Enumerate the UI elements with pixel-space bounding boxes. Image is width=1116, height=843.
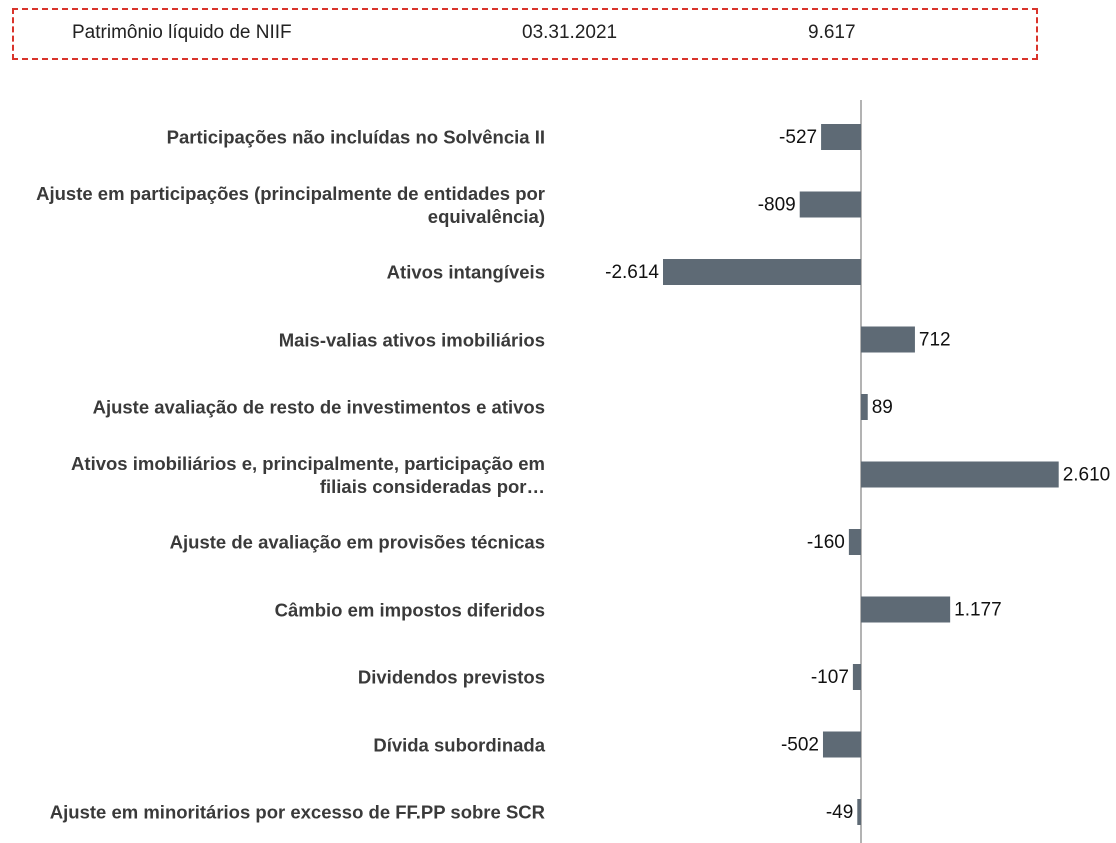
category-label: Participações não incluídas no Solvência… [166, 126, 545, 148]
bar [848, 529, 861, 555]
category-label: Câmbio em impostos diferidos [274, 599, 545, 620]
bar [861, 326, 915, 353]
data-label: 712 [919, 330, 951, 351]
bar [852, 664, 861, 690]
header-box: Patrimônio líquido de NIIF 03.31.2021 9.… [12, 8, 1038, 60]
data-label: -527 [779, 127, 817, 148]
data-label: 89 [872, 397, 893, 418]
bar [857, 799, 861, 825]
data-label: -49 [826, 802, 853, 823]
category-label: Ativos imobiliários e, principalmente, p… [71, 452, 545, 497]
category-label: Mais-valias ativos imobiliários [278, 329, 545, 350]
bar [861, 394, 868, 420]
category-label: Ativos intangíveis [386, 261, 545, 283]
data-label: -809 [758, 195, 796, 216]
bar [821, 124, 861, 150]
data-label: -160 [807, 532, 845, 553]
category-label: Ajuste em participações (principalmente … [36, 182, 545, 227]
category-label: Dívida subordinada [373, 734, 545, 755]
data-label: -107 [811, 667, 849, 688]
bar [663, 259, 861, 285]
data-label: 2.610 [1063, 465, 1111, 486]
category-label: Dividendos previstos [357, 666, 545, 688]
data-label: -502 [781, 735, 819, 756]
category-label: Ajuste em minoritários por excesso de FF… [49, 801, 545, 823]
bar [799, 191, 861, 218]
bar [861, 596, 951, 623]
header-date: 03.31.2021 [522, 22, 618, 43]
header-value: 9.617 [808, 22, 856, 43]
category-label: Ajuste avaliação de resto de investiment… [92, 396, 545, 418]
data-label: 1.177 [954, 600, 1002, 621]
bar [822, 731, 861, 758]
data-label: -2.614 [605, 262, 659, 283]
bar [861, 461, 1059, 488]
category-label: Ajuste de avaliação em provisões técnica… [169, 531, 545, 553]
header-label: Patrimônio líquido de NIIF [72, 22, 292, 43]
